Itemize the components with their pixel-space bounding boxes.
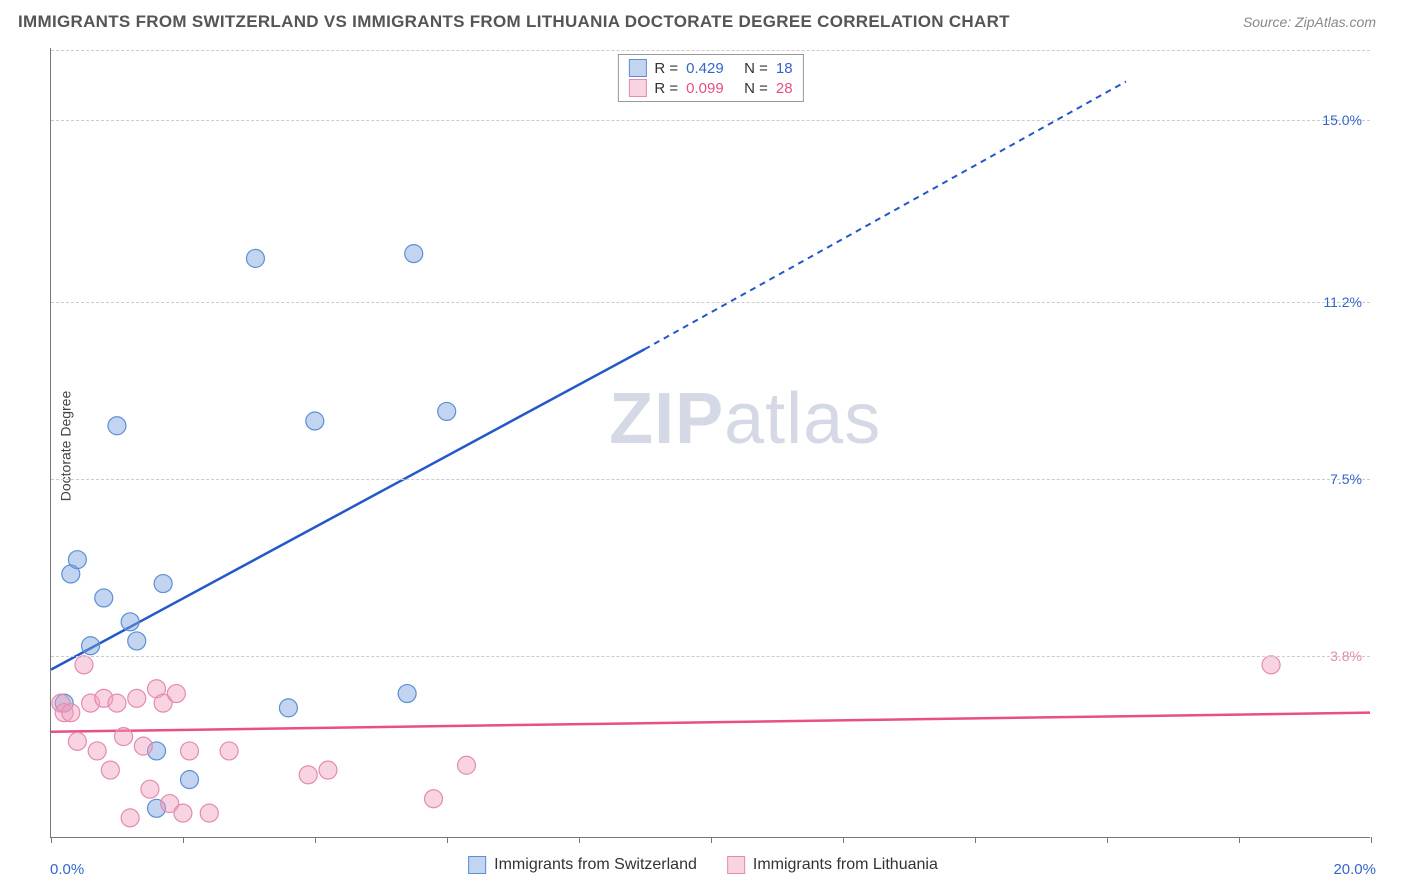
- data-point: [62, 704, 80, 722]
- data-point: [128, 632, 146, 650]
- data-point: [101, 761, 119, 779]
- data-point: [246, 249, 264, 267]
- x-tick-mark: [1107, 837, 1108, 843]
- data-point: [128, 689, 146, 707]
- legend-n-label: N =: [744, 80, 768, 97]
- legend-label: Immigrants from Lithuania: [753, 856, 938, 874]
- x-tick-mark: [975, 837, 976, 843]
- data-point: [88, 742, 106, 760]
- legend-swatch: [727, 856, 745, 874]
- plot-area: R = 0.429 N = 18 R = 0.099 N = 28 3.8% 7.…: [50, 48, 1370, 838]
- data-point: [220, 742, 238, 760]
- trend-line: [51, 713, 1370, 732]
- data-point: [279, 699, 297, 717]
- x-tick-mark: [447, 837, 448, 843]
- y-tick-label: 3.8%: [1330, 648, 1362, 664]
- y-tick-label: 11.2%: [1323, 294, 1362, 310]
- data-point: [167, 685, 185, 703]
- gridline: [51, 302, 1370, 303]
- x-tick-mark: [711, 837, 712, 843]
- data-point: [405, 245, 423, 263]
- legend-item: Immigrants from Lithuania: [727, 856, 938, 874]
- legend-swatch: [628, 79, 646, 97]
- x-tick-mark: [51, 837, 52, 843]
- x-tick-mark: [579, 837, 580, 843]
- data-point: [108, 694, 126, 712]
- correlation-legend: R = 0.429 N = 18 R = 0.099 N = 28: [617, 54, 803, 102]
- chart-title: IMMIGRANTS FROM SWITZERLAND VS IMMIGRANT…: [18, 12, 1010, 32]
- data-point: [200, 804, 218, 822]
- data-point: [82, 637, 100, 655]
- gridline: [51, 50, 1370, 51]
- y-tick-label: 7.5%: [1330, 471, 1362, 487]
- data-point: [438, 402, 456, 420]
- x-axis-min-label: 0.0%: [50, 861, 84, 878]
- data-point: [181, 771, 199, 789]
- data-point: [95, 589, 113, 607]
- legend-n-value: 28: [776, 80, 793, 97]
- data-point: [306, 412, 324, 430]
- data-point: [181, 742, 199, 760]
- x-tick-mark: [843, 837, 844, 843]
- legend-r-value: 0.099: [686, 80, 736, 97]
- gridline: [51, 479, 1370, 480]
- legend-n-label: N =: [744, 60, 768, 77]
- x-tick-mark: [1371, 837, 1372, 843]
- data-point: [68, 732, 86, 750]
- data-point: [141, 780, 159, 798]
- x-tick-mark: [183, 837, 184, 843]
- trend-line-dashed: [645, 81, 1126, 349]
- legend-swatch: [628, 59, 646, 77]
- data-point: [108, 417, 126, 435]
- legend-item: Immigrants from Switzerland: [468, 856, 697, 874]
- legend-label: Immigrants from Switzerland: [494, 856, 697, 874]
- data-point: [75, 656, 93, 674]
- data-point: [319, 761, 337, 779]
- data-point: [134, 737, 152, 755]
- data-point: [154, 575, 172, 593]
- trend-line: [51, 349, 645, 669]
- legend-swatch: [468, 856, 486, 874]
- data-point: [121, 809, 139, 827]
- source-label: Source: ZipAtlas.com: [1243, 14, 1376, 30]
- legend-n-value: 18: [776, 60, 793, 77]
- legend-r-label: R =: [654, 80, 678, 97]
- y-tick-label: 15.0%: [1322, 112, 1362, 128]
- data-point: [68, 551, 86, 569]
- data-point: [425, 790, 443, 808]
- x-tick-mark: [1239, 837, 1240, 843]
- gridline: [51, 120, 1370, 121]
- data-point: [115, 728, 133, 746]
- legend-r-value: 0.429: [686, 60, 736, 77]
- data-point: [457, 756, 475, 774]
- legend-row: R = 0.099 N = 28: [628, 79, 792, 97]
- data-point: [299, 766, 317, 784]
- data-point: [174, 804, 192, 822]
- data-point: [121, 613, 139, 631]
- scatter-svg: [51, 48, 1370, 837]
- legend-r-label: R =: [654, 60, 678, 77]
- gridline: [51, 656, 1370, 657]
- legend-row: R = 0.429 N = 18: [628, 59, 792, 77]
- data-point: [1262, 656, 1280, 674]
- data-point: [398, 685, 416, 703]
- x-axis-max-label: 20.0%: [1333, 861, 1376, 878]
- series-legend: Immigrants from Switzerland Immigrants fr…: [468, 856, 938, 874]
- x-tick-mark: [315, 837, 316, 843]
